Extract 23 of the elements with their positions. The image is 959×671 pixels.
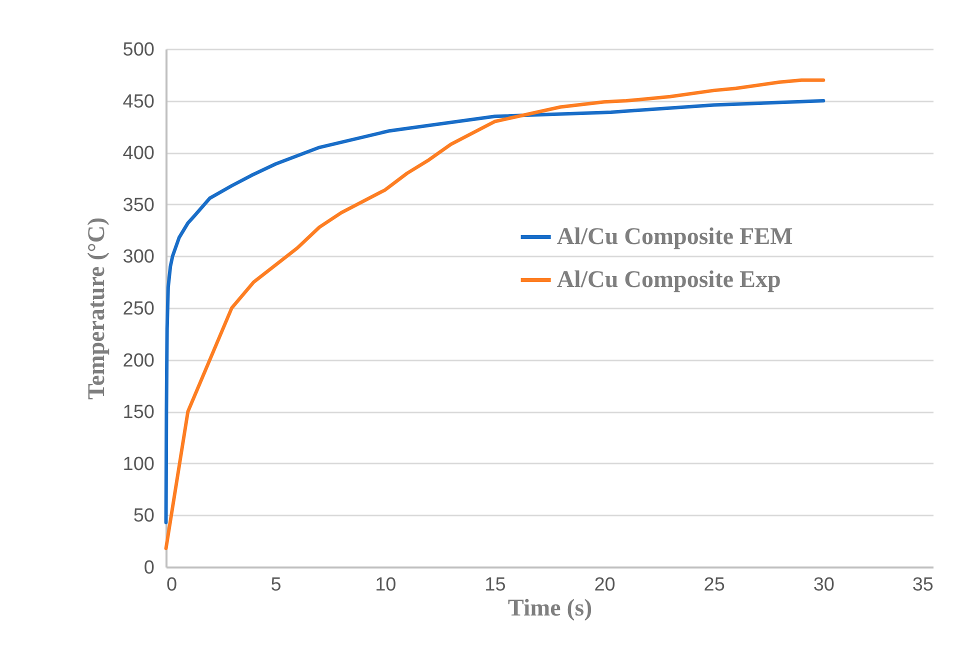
y-tick-label: 150 xyxy=(122,402,154,424)
x-tick-label: 25 xyxy=(704,574,725,596)
y-tick-label: 400 xyxy=(122,143,154,164)
y-tick-label: 500 xyxy=(122,40,154,60)
y-tick-label: 0 xyxy=(144,558,154,578)
x-tick-label: 10 xyxy=(375,574,396,596)
y-tick-label: 450 xyxy=(122,91,154,112)
y-tick-label: 200 xyxy=(122,350,154,372)
y-axis-title: Temperature (°C) xyxy=(84,217,110,400)
legend-label: Al/Cu Composite FEM xyxy=(556,224,793,250)
y-tick-label: 50 xyxy=(133,506,154,527)
x-tick-label: 15 xyxy=(484,574,506,596)
y-tick-label: 250 xyxy=(122,298,154,320)
y-tick-label: 300 xyxy=(122,246,154,268)
legend-label: Al/Cu Composite Exp xyxy=(556,266,781,293)
y-tick-label: 100 xyxy=(122,454,154,475)
x-tick-label: 20 xyxy=(594,574,616,596)
y-tick-label: 350 xyxy=(122,194,154,216)
x-tick-label: 30 xyxy=(813,574,834,596)
x-tick-label: 35 xyxy=(912,574,934,596)
x-tick-label: 5 xyxy=(270,574,282,596)
x-axis-title: Time (s) xyxy=(508,596,592,622)
x-tick-label: 0 xyxy=(166,574,178,596)
